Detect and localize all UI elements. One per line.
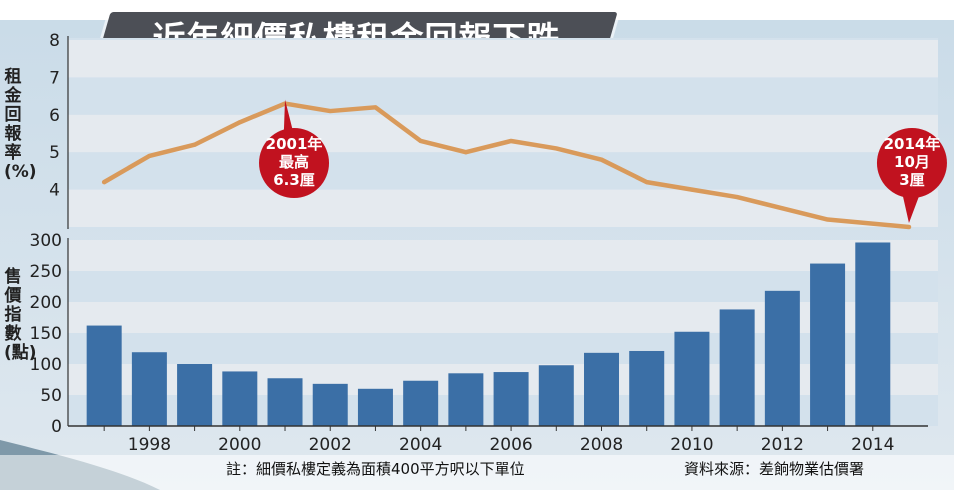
bar <box>629 350 665 426</box>
line-point <box>599 157 604 162</box>
line-y-tick-label: 5 <box>49 143 60 163</box>
bar-y-tick-label: 100 <box>30 355 62 375</box>
x-tick-label: 2002 <box>309 435 352 455</box>
bar <box>86 325 122 426</box>
line-point <box>147 153 152 158</box>
line-point <box>689 187 694 192</box>
callout-bubble <box>876 128 947 198</box>
callout-text: 最高 <box>279 153 309 171</box>
bar <box>674 331 710 426</box>
bar <box>267 378 303 426</box>
bar <box>855 242 891 426</box>
bar-y-tick-label: 0 <box>51 417 62 437</box>
x-tick-label: 2012 <box>761 435 804 455</box>
line-y-tick-label: 7 <box>49 68 60 88</box>
bar <box>448 373 484 426</box>
bar <box>403 380 439 426</box>
line-point <box>463 150 468 155</box>
footnote: 註：細價私樓定義為面積400平方呎以下單位 <box>226 460 525 478</box>
x-tick-label: 2004 <box>399 435 442 455</box>
line-y-tick-label: 8 <box>49 31 60 51</box>
line-point <box>735 195 740 200</box>
callout-text: 3厘 <box>899 171 924 189</box>
bar <box>538 365 574 426</box>
bar-y-tick-label: 250 <box>30 262 62 282</box>
bar <box>222 371 258 426</box>
bar <box>719 309 755 426</box>
bar-y-tick-label: 50 <box>40 386 62 406</box>
line-point <box>102 180 107 185</box>
line-point <box>237 120 242 125</box>
x-tick-label: 2014 <box>851 435 894 455</box>
bar <box>177 364 213 426</box>
line-point <box>328 109 333 114</box>
bar <box>493 372 529 426</box>
bar-y-tick-label: 300 <box>30 231 62 251</box>
rental-yield-line <box>101 101 912 230</box>
bar-grid-band <box>68 302 938 333</box>
line-point <box>780 206 785 211</box>
bar-grid-band <box>68 240 938 271</box>
line-y-tick-label: 4 <box>49 181 60 201</box>
line-grid-band <box>68 40 938 78</box>
x-tick-label: 2006 <box>489 435 532 455</box>
line-point <box>418 138 423 143</box>
x-tick-label: 2008 <box>580 435 623 455</box>
bar <box>131 352 167 426</box>
x-tick-label: 2010 <box>670 435 713 455</box>
bar-y-tick-label: 200 <box>30 293 62 313</box>
x-tick-label: 2000 <box>218 435 261 455</box>
bar-y-tick-label: 150 <box>30 324 62 344</box>
bar <box>584 352 620 426</box>
line-point <box>192 142 197 147</box>
line-point <box>825 217 830 222</box>
bar <box>764 290 800 426</box>
line-point <box>906 225 911 229</box>
line-point <box>509 138 514 143</box>
callout-text: 10月 <box>894 153 930 171</box>
line-point <box>373 105 378 110</box>
line-y-tick-label: 6 <box>49 106 60 126</box>
line-point <box>644 180 649 185</box>
callout-text: 2001年 <box>266 135 323 153</box>
callout-text: 2014年 <box>884 135 941 153</box>
source-note: 資料來源：差餉物業估價署 <box>684 460 865 478</box>
bar <box>810 263 846 426</box>
callout-bubble <box>259 128 330 198</box>
bar <box>312 383 348 426</box>
x-tick-label: 1998 <box>128 435 171 455</box>
line-grid-band <box>68 114 938 153</box>
callout-text: 6.3厘 <box>273 171 315 189</box>
line-point <box>554 146 559 151</box>
bar <box>357 388 393 426</box>
line-grid-band <box>68 189 938 227</box>
